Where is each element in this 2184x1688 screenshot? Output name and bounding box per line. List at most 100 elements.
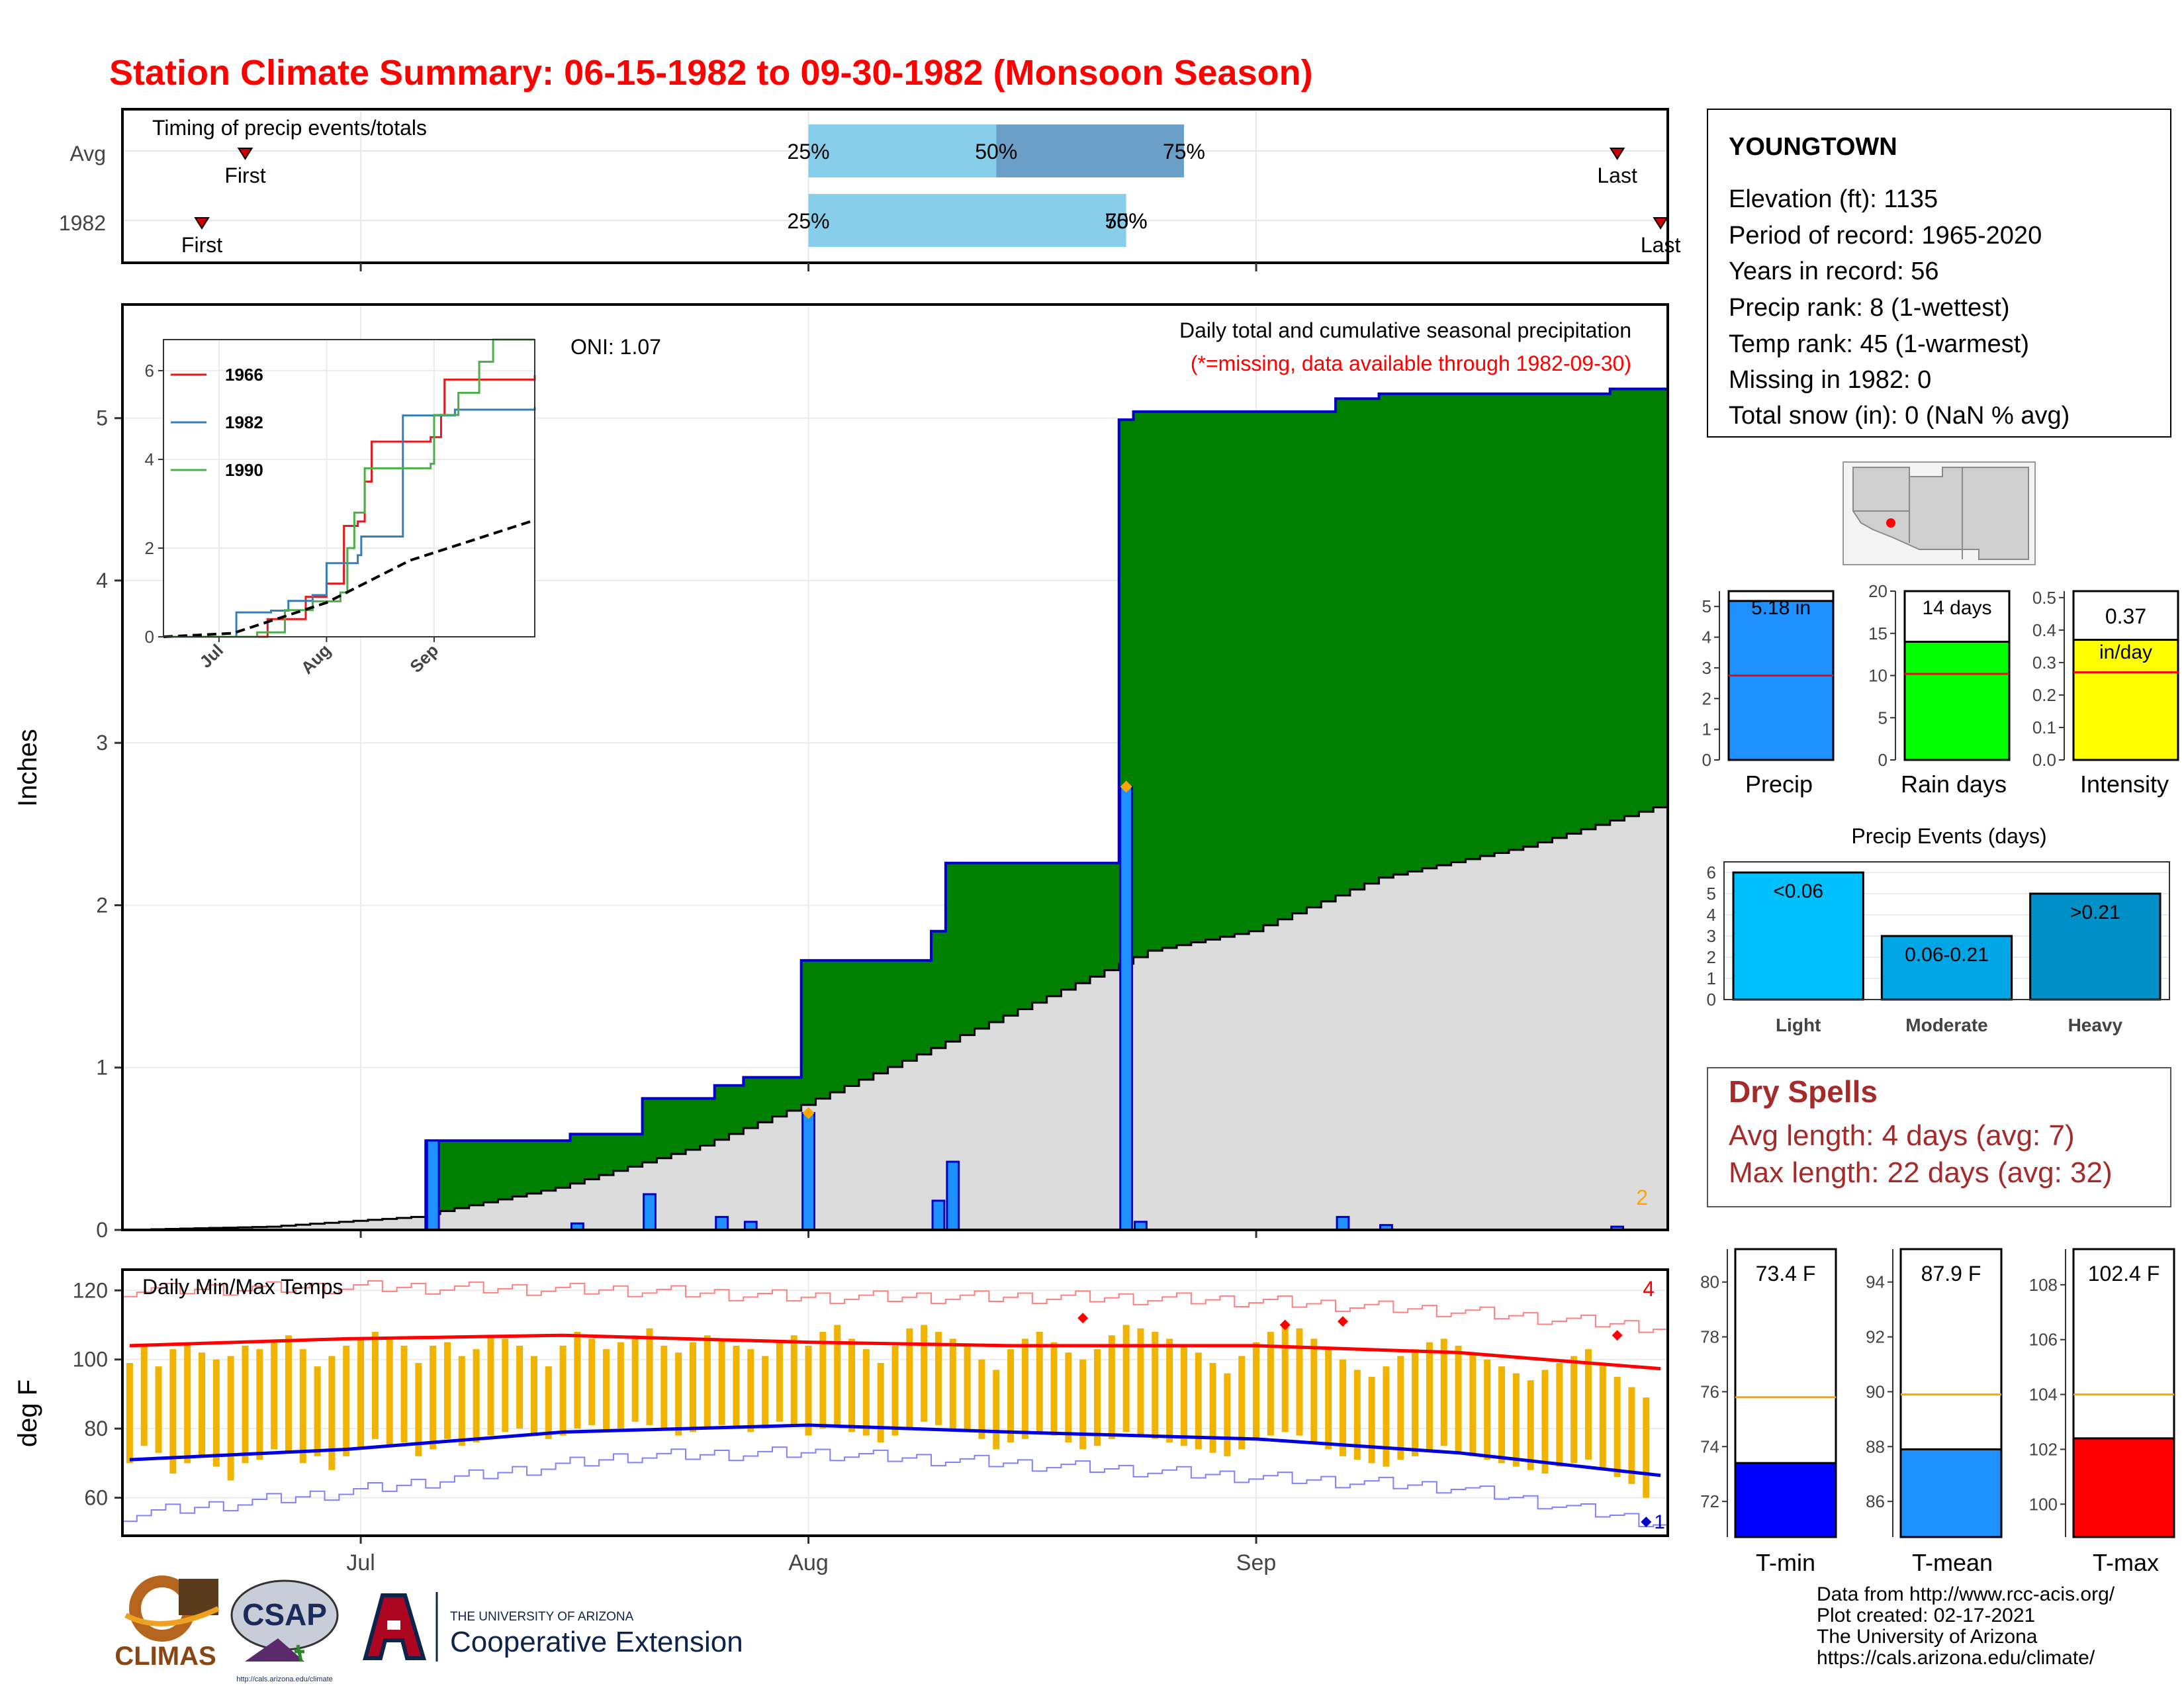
inset-y-tick-label: 2 — [145, 538, 154, 558]
timing-marker-first — [237, 148, 253, 160]
page-title: Station Climate Summary: 06-15-1982 to 0… — [109, 53, 1313, 93]
events-y-tick-label: 4 — [1707, 905, 1716, 925]
totals-intensity-unit: in/day — [2099, 641, 2152, 663]
precip-y-tick-label: 0 — [96, 1218, 108, 1242]
daily-record-marker — [1120, 780, 1132, 793]
temp-corner-min: 1 — [1654, 1511, 1665, 1533]
totals-raindays-y-tick-label: 10 — [1868, 666, 1888, 686]
location-map — [1843, 461, 2036, 565]
tsum-value-tmin: 73.4 F — [1756, 1262, 1816, 1286]
temp-y-tick-label: 120 — [73, 1278, 108, 1302]
inset-y-tick-label: 6 — [145, 361, 154, 381]
totals-intensity-y-tick-label: 0.0 — [2032, 750, 2056, 770]
events-bar-label-moderate: 0.06-0.21 — [1905, 944, 1989, 966]
temp-y-tick-label: 60 — [84, 1486, 108, 1510]
temp-panel: 60 80 100 120 Jul Aug Sep 1 Daily Min/Max Temps 4… — [13, 1268, 1669, 1575]
tsum-label-tmax: T-max — [2093, 1549, 2159, 1576]
totals-raindays-value: 14 days — [1922, 597, 1991, 619]
timing-pct-75: 75% — [1163, 140, 1205, 164]
tsum-tmin-y-tick-label: 80 — [1700, 1272, 1719, 1292]
temp-title: Daily Min/Max Temps — [142, 1275, 343, 1299]
totals-precip-y-tick-label: 5 — [1702, 596, 1711, 616]
totals-precip-bar — [1727, 600, 1835, 761]
tsum-tmin-y-tick-label: 74 — [1700, 1436, 1719, 1456]
totals-intensity-y-tick-label: 0.4 — [2032, 620, 2056, 640]
csap-logo-url: http://cals.arizona.edu/climate — [236, 1675, 333, 1683]
credits: Data from http://www.rcc-acis.org/ Plot … — [1817, 1583, 2115, 1669]
precip-totals-panel: 0 1 2 3 4 5 5.18 in 0 5 10 15 20 14 days 0.0 0.1 0.2 0.3… — [1702, 581, 2179, 798]
timing-pct-25: 25% — [788, 209, 830, 233]
events-x-label-moderate: Moderate — [1905, 1015, 1987, 1035]
timing-label-first: First — [181, 233, 222, 257]
totals-label-intensity: Intensity — [2080, 771, 2169, 798]
average-cumulative-line — [122, 806, 1668, 1231]
totals-precip-y-tick-label: 1 — [1702, 720, 1711, 739]
daily-precip-bar — [643, 1193, 657, 1231]
precip-y-tick-label: 1 — [96, 1056, 108, 1080]
precip-plot-frame — [121, 303, 1669, 1231]
totals-raindays-y-tick-label: 15 — [1868, 624, 1888, 643]
station-line-0: Elevation (ft): 1135 — [1729, 185, 1938, 213]
totals-label-precip: Precip — [1745, 771, 1813, 798]
temp-x-tick-label: Aug — [788, 1550, 829, 1575]
dry-spells-box: Dry Spells Avg length: 4 days (avg: 7) M… — [1707, 1067, 2171, 1207]
station-location-dot — [1886, 518, 1895, 528]
temp-y-label: deg F — [13, 1380, 42, 1447]
tsum-tmin-y-tick-label: 78 — [1700, 1327, 1719, 1347]
events-y-tick-label: 6 — [1707, 863, 1716, 882]
credit-line-3: https://cals.arizona.edu/climate/ — [1817, 1647, 2095, 1669]
temp-record-marker — [1077, 1313, 1089, 1324]
inset-series-line-1990 — [163, 338, 535, 638]
precip-title: Daily total and cumulative seasonal prec… — [1179, 318, 1631, 342]
inset-legend-label-1990: 1990 — [225, 460, 263, 480]
precip-panel: 0 1 2 3 4 5 Daily total and cumulative seasona… — [13, 303, 1669, 1242]
events-bar-label-heavy: >0.21 — [2070, 902, 2120, 923]
precip-y-tick-label: 5 — [96, 406, 108, 430]
tsum-tmean-y-tick-label: 94 — [1866, 1272, 1885, 1292]
daily-precip-bar — [946, 1160, 960, 1231]
timing-pct-50: 50% — [975, 140, 1017, 164]
events-y-tick-label: 1 — [1707, 968, 1716, 988]
inset-legend-label-1982: 1982 — [225, 412, 263, 432]
csap-logo: CSAP http://cals.arizona.edu/climate — [230, 1579, 339, 1683]
tsum-tmin-y-tick-label: 76 — [1700, 1382, 1719, 1401]
station-line-3: Precip rank: 8 (1-wettest) — [1729, 294, 2009, 322]
temp-x-tick-label: Sep — [1236, 1550, 1277, 1575]
precip-corner-label: 2 — [1636, 1186, 1648, 1209]
temp-corner-max: 4 — [1643, 1277, 1655, 1301]
tsum-value-tmax: 102.4 F — [2088, 1262, 2160, 1286]
events-x-label-light: Light — [1776, 1015, 1821, 1035]
csap-logo-text: CSAP — [242, 1597, 327, 1632]
credit-line-0: Data from http://www.rcc-acis.org/ — [1817, 1583, 2115, 1605]
totals-raindays-y-tick-label: 20 — [1868, 581, 1888, 601]
timing-label-last: Last — [1641, 233, 1681, 257]
station-line-4: Temp rank: 45 (1-warmest) — [1729, 330, 2029, 358]
daily-precip-bar — [801, 1111, 815, 1231]
dry-spells-avg: Avg length: 4 days (avg: 7) — [1729, 1119, 2075, 1152]
timing-row-avg: Avg — [69, 142, 106, 165]
inset-y-tick-label: 0 — [145, 627, 154, 647]
events-y-tick-label: 2 — [1707, 947, 1716, 967]
events-title: Precip Events (days) — [1851, 824, 2046, 848]
totals-intensity-bar — [2072, 639, 2179, 761]
timing-bar-q50-q75 — [996, 124, 1184, 177]
station-line-2: Years in record: 56 — [1729, 258, 1939, 285]
totals-raindays-bar — [1903, 641, 2011, 761]
temp-avg-min-line — [129, 1423, 1661, 1477]
inset-average-line — [163, 518, 535, 638]
tsum-tmax-y-tick-label: 106 — [2029, 1330, 2058, 1350]
climas-logo: CLIMAS — [114, 1575, 220, 1671]
temp-record-marker — [1612, 1330, 1623, 1341]
inset-frame — [163, 339, 535, 637]
climas-logo-text: CLIMAS — [114, 1642, 216, 1671]
totals-intensity-y-tick-label: 0.5 — [2032, 588, 2056, 608]
tsum-tmax-y-tick-label: 104 — [2029, 1385, 2058, 1405]
precip-y-tick-label: 3 — [96, 731, 108, 755]
temp-record-marker — [1337, 1316, 1348, 1327]
station-name: YOUNGTOWN — [1729, 133, 1897, 161]
credit-line-1: Plot created: 02-17-2021 — [1817, 1605, 2035, 1626]
totals-intensity-y-tick-label: 0.3 — [2032, 653, 2056, 673]
timing-panel: Timing of precip events/totals Avg 1982 … — [59, 108, 1681, 271]
totals-precip-y-tick-label: 4 — [1702, 628, 1711, 647]
